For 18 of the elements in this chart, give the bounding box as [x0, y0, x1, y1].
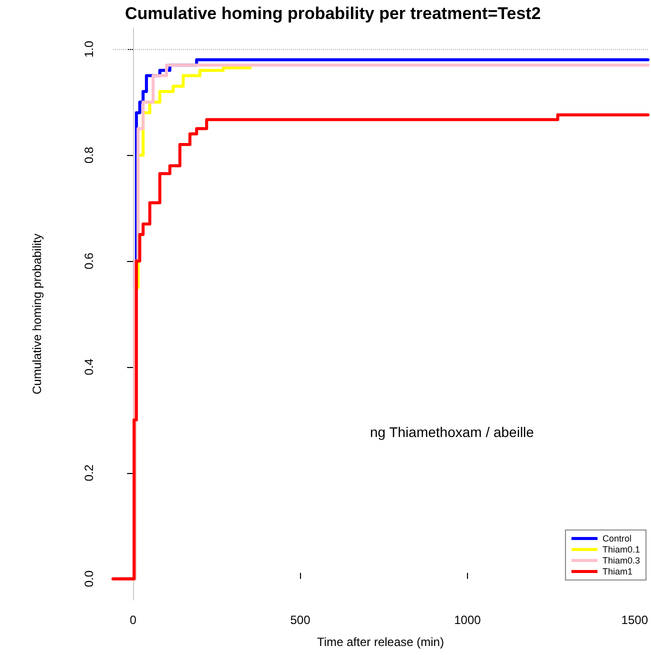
legend-label: Thiam0.3	[602, 556, 640, 566]
legend-label: Control	[602, 534, 632, 544]
x-tick-label: 1500	[621, 613, 648, 627]
y-tick-label: 0.0	[82, 570, 96, 588]
legend-label: Thiam1	[602, 566, 632, 576]
legend-label: Thiam0.1	[602, 544, 640, 554]
x-tick-label: 1000	[454, 613, 482, 627]
chart-title: Cumulative homing probability per treatment=Test2	[125, 4, 541, 23]
y-tick-label: 0.2	[82, 464, 96, 482]
y-tick-label: 0.4	[82, 358, 96, 376]
y-axis-title: Cumulative homing probability	[30, 234, 44, 394]
x-tick-label: 500	[290, 613, 311, 627]
x-axis-title: Time after release (min)	[317, 635, 444, 649]
y-tick-label: 0.8	[82, 146, 96, 164]
x-tick-label: 0	[130, 613, 137, 627]
y-tick-label: 0.6	[82, 252, 96, 270]
annotation: ng Thiamethoxam / abeille	[370, 424, 534, 440]
y-tick-label: 1.0	[82, 40, 96, 58]
